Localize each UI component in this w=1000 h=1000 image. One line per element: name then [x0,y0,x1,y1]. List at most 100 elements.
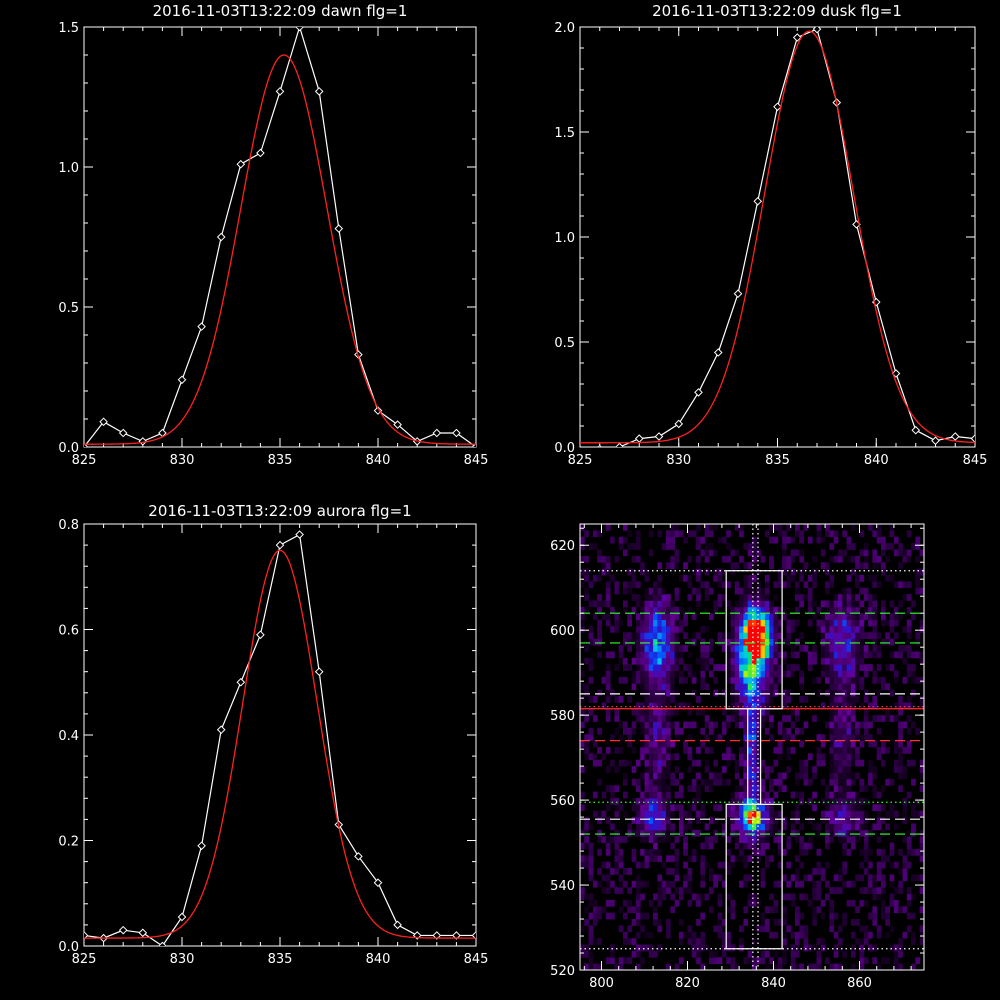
dawn-data-point [295,27,304,32]
spectral-image-heatmap: 800 820 840 860 520 540 560 580 600 620 [550,523,925,991]
aurora-y-tick-label: 0.8 [58,518,79,533]
dusk-data-point [674,419,684,429]
dawn-data-point [84,442,89,447]
dawn-y-tick-label: 0.5 [58,301,79,316]
heatmap-x-tick-label: 800 [589,976,614,991]
dusk-x-tick-label: 830 [666,453,691,468]
dusk-x-tick-label: 835 [765,453,790,468]
aurora-data-point [216,725,226,735]
dawn-plot-title: 2016-11-03T13:22:09 dawn flg=1 [153,2,408,20]
dawn-data-point [118,428,128,438]
dusk-y-tick-label: 0.0 [554,441,575,456]
dawn-y-tick-label: 0.0 [58,441,79,456]
dawn-data-point [275,87,285,96]
dusk-data-point [812,27,822,34]
dawn-x-tick-label: 835 [268,453,293,468]
heatmap-y-tick-label: 560 [550,794,575,809]
dawn-x-tick-label: 840 [366,453,391,468]
aurora-data-point [373,878,383,888]
aurora-x-tick-label: 830 [170,952,195,967]
aurora-fit-curve [84,549,476,939]
aurora-data-point [177,912,187,922]
dawn-data-point [197,322,206,331]
heatmap-y-tick-label: 580 [550,709,575,724]
heatmap-x-tick-label: 820 [675,976,700,991]
dawn-data-point [99,417,108,427]
heatmap-y-tick-label: 620 [550,539,575,554]
aurora-data-point [452,931,461,940]
dusk-data-point [713,348,723,357]
aurora-data-point [432,931,442,940]
aurora-data-point [295,530,304,539]
dusk-plot-title: 2016-11-03T13:22:09 dusk flg=1 [652,2,902,20]
dawn-y-tick-label: 1.0 [58,161,79,176]
dusk-data-point [654,432,664,441]
dawn-data-point [138,437,148,446]
dusk-data-point [773,102,782,112]
aurora-x-tick-label: 845 [464,952,489,967]
aurora-y-tick-label: 0.2 [58,835,79,850]
aurora-data-point [118,925,128,935]
dusk-data-point [694,388,703,397]
dawn-y-tick-label: 1.5 [58,21,79,36]
dusk-data-point [911,425,921,435]
dawn-data-point [393,420,402,429]
aurora-y-tick-label: 0.6 [58,624,79,639]
aurora-x-tick-label: 835 [268,952,293,967]
aurora-line-plot: 2016-11-03T13:22:09 aurora flg=1 825 830 8… [58,502,488,967]
aurora-data-point [138,928,148,938]
heatmap-axes-frame [579,523,925,971]
aurora-data-point [256,630,265,640]
dusk-y-tick-label: 2.0 [554,21,575,36]
aurora-data-point [236,677,246,687]
heatmap-region-box [747,708,762,805]
heatmap-y-tick-label: 540 [550,879,575,894]
aurora-x-tick-label: 840 [366,952,391,967]
aurora-data-point [197,841,206,851]
dawn-data-point [452,428,461,438]
aurora-plot-title: 2016-11-03T13:22:09 aurora flg=1 [148,502,411,520]
aurora-y-tick-label: 0.0 [58,940,79,955]
dusk-fit-curve [580,30,975,444]
dusk-data-point [753,196,763,206]
dusk-x-tick-label: 845 [963,453,988,468]
dawn-line-plot: 2016-11-03T13:22:09 dawn flg=1 825 830 835… [58,2,488,468]
dawn-data-point [334,224,344,233]
dusk-data-point [615,442,624,447]
aurora-data-point [314,667,324,677]
aurora-data-point [84,931,89,940]
dusk-data-point [950,432,960,441]
dawn-data-point [236,159,246,169]
dusk-data-point [733,289,743,299]
heatmap-y-tick-label: 600 [550,624,575,639]
dusk-y-tick-label: 0.5 [554,336,575,351]
dawn-data-point [256,148,265,158]
dawn-data-point [314,87,324,96]
dawn-x-tick-label: 845 [464,453,489,468]
dusk-data-line [613,28,975,447]
dusk-data-point [970,434,975,443]
heatmap-x-tick-label: 840 [761,976,786,991]
heatmap-y-tick-label: 520 [550,964,575,979]
dusk-x-tick-label: 825 [568,453,593,468]
dusk-data-point [792,33,802,42]
dawn-x-tick-label: 830 [170,453,195,468]
aurora-data-point [471,931,476,940]
dawn-data-point [177,375,187,385]
dawn-data-point [216,232,226,242]
aurora-data-point [354,852,363,861]
dusk-data-point [597,444,602,447]
aurora-data-point [393,920,402,930]
aurora-x-tick-label: 825 [72,952,97,967]
aurora-y-tick-label: 0.4 [58,729,79,744]
dusk-y-tick-label: 1.5 [554,126,575,141]
dawn-fit-curve [84,54,476,445]
aurora-data-point [158,941,167,946]
dusk-data-point [931,436,940,446]
dawn-data-point [432,428,442,438]
dusk-x-tick-label: 840 [864,453,889,468]
dusk-line-plot: 2016-11-03T13:22:09 dusk flg=1 825 830 835… [554,2,987,468]
dusk-y-tick-label: 1.0 [554,231,575,246]
aurora-data-point [275,540,285,550]
